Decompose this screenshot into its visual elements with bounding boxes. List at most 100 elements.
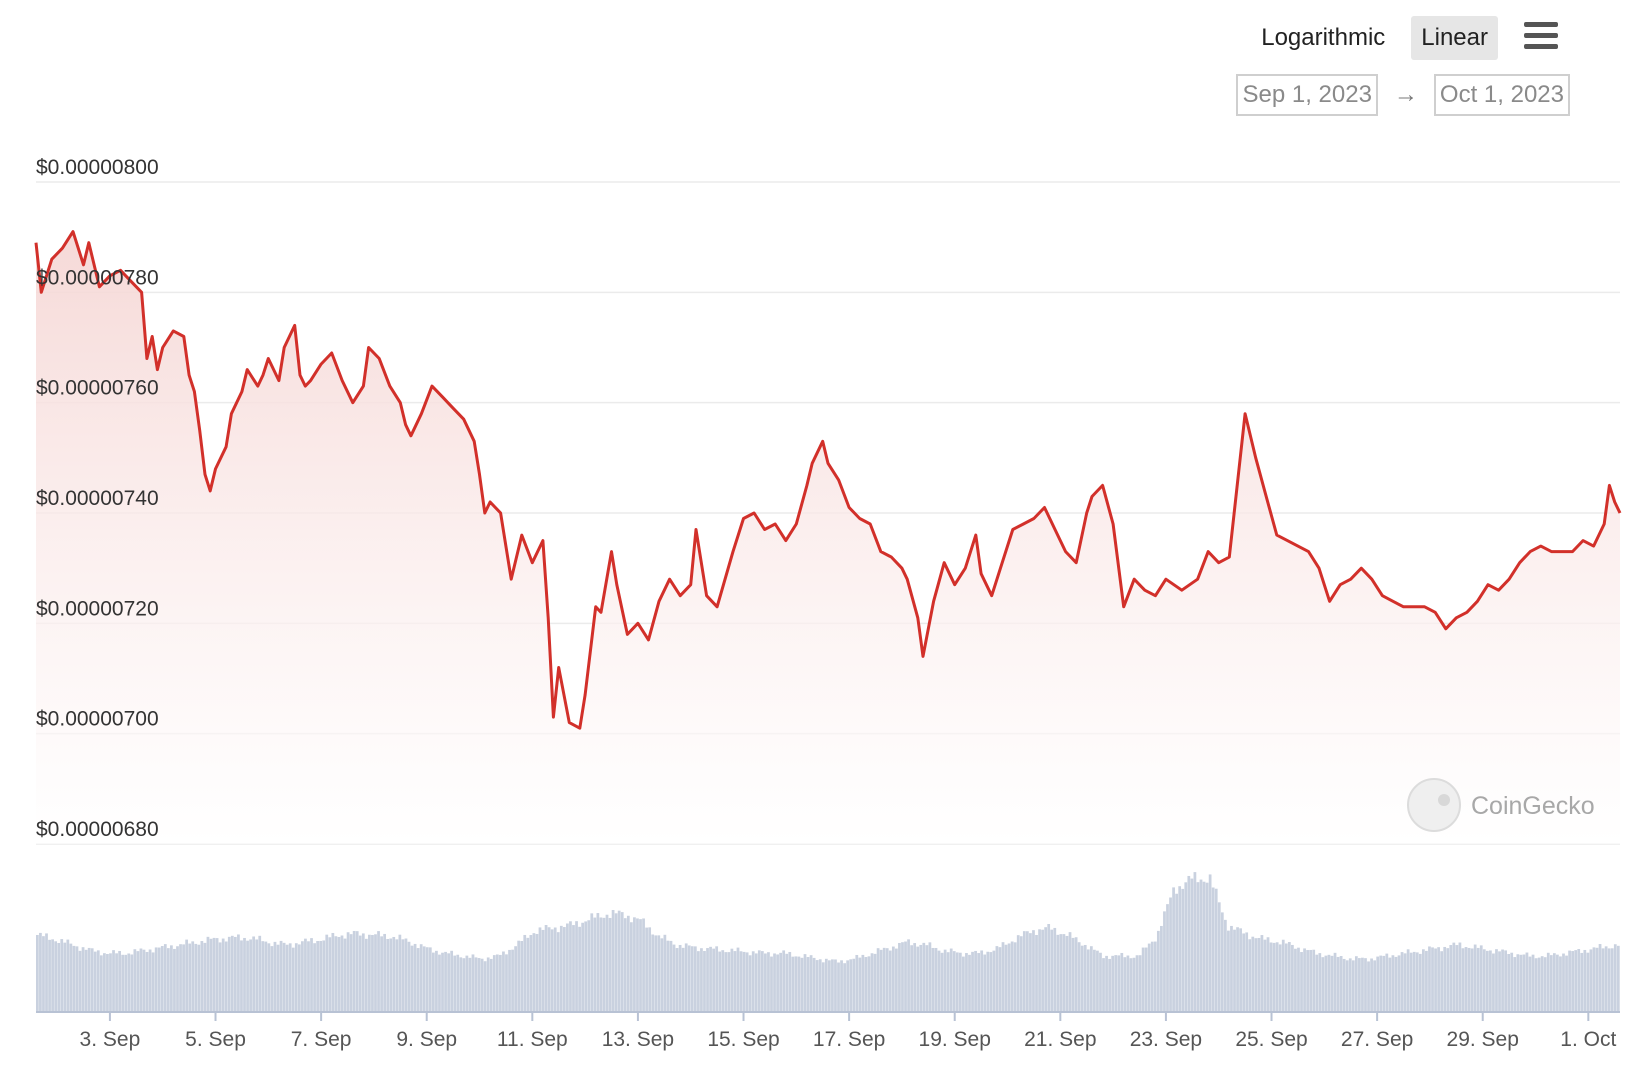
volume-bar [1473, 944, 1477, 1012]
volume-bar [1504, 950, 1507, 1012]
volume-bar [124, 954, 128, 1012]
x-tick-label: 13. Sep [602, 1028, 674, 1051]
volume-bar [1455, 945, 1459, 1012]
volume-bar [1181, 888, 1185, 1012]
range-end-field[interactable]: Oct 1, 2023 [1433, 74, 1570, 116]
volume-bar [1205, 882, 1209, 1012]
volume-bar [1306, 950, 1309, 1012]
y-tick-label: $0.00000780 [36, 266, 159, 289]
volume-bar [1010, 941, 1014, 1012]
volume-bar [1351, 960, 1355, 1012]
volume-bar [767, 952, 770, 1012]
x-tick-label: 21. Sep [1024, 1028, 1096, 1051]
volume-bar [227, 936, 231, 1012]
y-tick-label: $0.00000760 [36, 377, 159, 400]
volume-bar [1549, 955, 1553, 1012]
volume-bar [136, 951, 140, 1012]
volume-bar [255, 939, 259, 1012]
volume-bar [1041, 929, 1044, 1012]
volume-bar [444, 951, 447, 1012]
linear-button[interactable]: Linear [1411, 16, 1498, 60]
volume-bar [1044, 927, 1048, 1012]
volume-bar [428, 947, 432, 1012]
volume-bar [1163, 911, 1166, 1012]
range-start-field[interactable]: Sep 1, 2023 [1236, 74, 1378, 116]
volume-bar [1251, 936, 1255, 1012]
volume-bar [1470, 948, 1474, 1012]
volume-bar [550, 929, 554, 1012]
volume-bar [645, 927, 648, 1012]
volume-bar [386, 938, 390, 1012]
volume-bar [112, 950, 115, 1012]
volume-bar [998, 947, 1002, 1012]
volume-bar [669, 940, 673, 1012]
volume-bar [1175, 893, 1179, 1012]
volume-bar [121, 954, 125, 1012]
volume-bar [803, 954, 807, 1012]
volume-bar [1400, 952, 1404, 1012]
volume-bar [511, 949, 514, 1012]
volume-bar [325, 934, 329, 1012]
volume-bar [697, 951, 700, 1012]
volume-bar [377, 931, 380, 1012]
volume-bar [1169, 897, 1172, 1012]
volume-bar [885, 948, 889, 1012]
volume-bar [389, 938, 393, 1012]
volume-bar [81, 947, 85, 1012]
volume-bar [596, 913, 600, 1012]
volume-bar [273, 941, 277, 1012]
volume-bar [1032, 930, 1035, 1012]
scale-toolbar: Logarithmic Linear [1251, 16, 1558, 60]
volume-bar [1556, 954, 1559, 1012]
volume-bar [773, 953, 776, 1012]
volume-bar [1281, 939, 1285, 1012]
price-area [34, 230, 1622, 845]
logarithmic-button[interactable]: Logarithmic [1261, 24, 1386, 51]
volume-bar [562, 927, 566, 1012]
volume-bar [157, 947, 161, 1012]
volume-bar [1358, 958, 1361, 1012]
volume-bar [931, 947, 935, 1012]
volume-bar [1440, 951, 1444, 1012]
volume-bar [282, 942, 286, 1012]
volume-bar [1071, 937, 1075, 1012]
volume-bar [1592, 947, 1596, 1012]
volume-bar [1546, 952, 1550, 1012]
volume-bar [1412, 951, 1416, 1012]
volume-bar [416, 948, 420, 1012]
volume-bar [867, 956, 871, 1012]
volume-bar [736, 947, 740, 1012]
hamburger-menu-icon[interactable] [1524, 22, 1558, 50]
volume-bar [1397, 955, 1401, 1012]
volume-bar [392, 936, 396, 1012]
volume-bar [943, 949, 947, 1012]
x-tick-label: 17. Sep [813, 1028, 885, 1051]
volume-bar [974, 950, 977, 1012]
volume-bar [684, 943, 688, 1012]
volume-bar [663, 934, 667, 1012]
volume-bar [821, 962, 825, 1012]
volume-bar [1199, 879, 1203, 1012]
volume-bar [99, 955, 103, 1012]
volume-bar [1230, 925, 1233, 1012]
y-tick-label: $0.00000700 [36, 708, 159, 731]
volume-bar [1089, 946, 1093, 1012]
x-axis: 3. Sep 5. Sep 7. Sep 9. Sep 11. Sep 13. Sep 15… [80, 1012, 1616, 1051]
volume-bar [1156, 930, 1160, 1012]
volume-bar [368, 934, 371, 1012]
volume-bar [608, 917, 612, 1012]
arrow-right-icon: → [1393, 81, 1418, 108]
volume-bar [106, 954, 109, 1012]
volume-bar [1004, 944, 1008, 1012]
volume-bar [307, 941, 310, 1012]
volume-bar [1150, 941, 1154, 1012]
volume-bar [221, 938, 225, 1012]
volume-bar [873, 953, 877, 1012]
volume-bar [42, 936, 45, 1012]
price-area-fill [36, 231, 1620, 845]
volume-bar [1114, 955, 1118, 1012]
volume-bar [891, 946, 895, 1012]
volume-bar [605, 914, 609, 1012]
volume-bar [693, 946, 697, 1012]
volume-bar [441, 952, 444, 1012]
